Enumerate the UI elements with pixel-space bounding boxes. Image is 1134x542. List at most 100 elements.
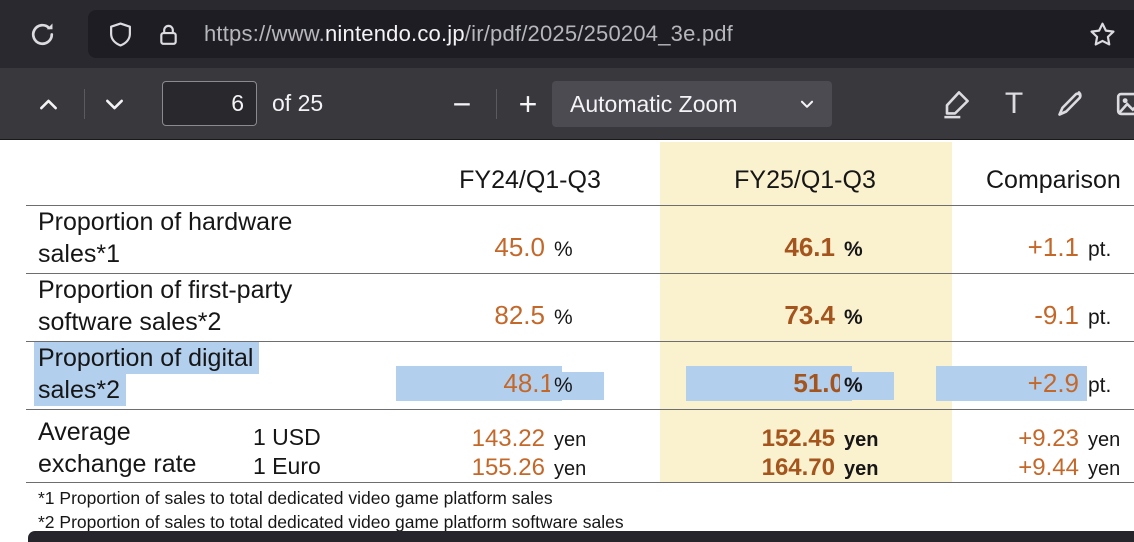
highlight-tool-button[interactable]	[934, 82, 978, 126]
col-header-fy25: FY25/Q1-Q3	[734, 165, 876, 194]
cell-euro-comparison: +9.44 yen	[940, 454, 1134, 481]
row-label-line-selected: sales*2	[34, 374, 126, 406]
url-protocol: https://www.	[204, 21, 325, 46]
cell-digital-fy25: 51.0%	[686, 366, 894, 401]
url-text[interactable]: https://www.nintendo.co.jp/ir/pdf/2025/2…	[204, 21, 733, 47]
cell-firstparty-fy24: 82.5%	[400, 300, 600, 332]
row-label-line-selected: Proportion of digital	[34, 342, 260, 374]
row-label-line: Proportion of hardware	[38, 208, 293, 236]
cell-value-selected: 48.1	[396, 366, 562, 401]
cell-unit: yen	[1088, 429, 1121, 451]
pdf-toolbar: of 25 − + Automatic Zoom T	[0, 68, 1134, 140]
chevron-down-icon	[798, 95, 816, 113]
currency-label-usd: 1 USD	[253, 423, 321, 450]
text-tool-button[interactable]: T	[994, 82, 1034, 126]
next-page-button[interactable]	[92, 82, 136, 126]
currency-label-euro: 1 Euro	[253, 452, 321, 479]
cell-unit-selected: %	[550, 372, 604, 400]
url-bar[interactable]: https://www.nintendo.co.jp/ir/pdf/2025/2…	[88, 10, 1134, 58]
cell-value: +9.23	[1018, 425, 1079, 452]
cell-value: -9.1	[1034, 300, 1079, 330]
pdf-page: FY24/Q1-Q3 FY25/Q1-Q3 Comparison Proport…	[0, 140, 1134, 542]
col-header-fy24: FY24/Q1-Q3	[459, 165, 601, 194]
cell-unit: pt.	[1088, 374, 1112, 397]
pen-icon	[1055, 89, 1085, 119]
cell-unit: yen	[1088, 458, 1121, 480]
table-divider	[26, 409, 1134, 410]
chevron-up-icon	[37, 93, 60, 116]
cell-unit: %	[554, 238, 573, 261]
shield-icon[interactable]	[108, 21, 133, 47]
table-divider	[26, 273, 1134, 274]
chevron-down-icon	[103, 93, 126, 116]
zoom-out-button[interactable]: −	[452, 85, 472, 122]
cell-hardware-comparison: +1.1 pt.	[940, 232, 1134, 264]
cell-value: 73.4	[784, 300, 835, 330]
cell-unit: pt.	[1088, 238, 1112, 261]
footnote-1: *1 Proportion of sales to total dedicate…	[38, 488, 553, 508]
cell-unit: %	[554, 306, 573, 329]
cell-unit: %	[844, 306, 863, 329]
row-label-hardware-sales: Proportion of hardware sales*1	[38, 206, 292, 270]
row-label-first-party-software: Proportion of first-party software sales…	[38, 274, 292, 338]
cell-firstparty-fy25: 73.4%	[690, 300, 890, 332]
cell-value: +1.1	[1027, 232, 1079, 262]
draw-tool-button[interactable]	[1048, 82, 1092, 126]
reload-icon	[29, 21, 56, 48]
cell-value: 164.70	[761, 454, 835, 481]
table-divider	[26, 341, 1134, 342]
page-count-label: of 25	[272, 90, 324, 116]
bottom-window-edge	[28, 531, 1134, 542]
cell-value: 152.45	[761, 425, 835, 452]
cell-unit: yen	[554, 458, 587, 480]
table-divider	[26, 205, 1134, 206]
cell-value: 46.1	[784, 232, 835, 262]
highlighter-icon	[941, 89, 971, 119]
cell-usd-fy25: 152.45 yen	[690, 425, 890, 452]
fy25-column-highlight	[660, 142, 952, 482]
page-number-input[interactable]	[162, 81, 257, 126]
cell-unit: pt.	[1088, 306, 1112, 329]
cell-value: 45.0	[494, 232, 545, 262]
url-path: /ir/pdf/2025/250204_3e.pdf	[464, 21, 733, 46]
zoom-select-label: Automatic Zoom	[570, 90, 738, 117]
table-divider	[26, 482, 1134, 483]
cell-unit-selected: %	[840, 372, 894, 400]
row-label-line: exchange rate	[38, 450, 197, 478]
cell-euro-fy25: 164.70 yen	[690, 454, 890, 481]
image-icon	[1115, 89, 1134, 119]
row-label-line: Proportion of first-party	[38, 276, 293, 304]
row-label-line: sales*1	[38, 240, 120, 268]
toolbar-separator	[496, 89, 497, 119]
cell-euro-fy24: 155.26 yen	[400, 454, 600, 481]
cell-value: 155.26	[471, 454, 545, 481]
text-tool-icon: T	[1004, 87, 1024, 120]
zoom-select[interactable]: Automatic Zoom	[552, 81, 832, 127]
row-label-digital-sales: Proportion of digital sales*2	[34, 342, 260, 406]
row-label-line: Average	[38, 418, 131, 446]
cell-unit: yen	[554, 429, 587, 451]
bookmark-star-icon[interactable]	[1089, 21, 1116, 48]
reload-button[interactable]	[22, 14, 62, 54]
browser-toolbar: https://www.nintendo.co.jp/ir/pdf/2025/2…	[0, 0, 1134, 68]
previous-page-button[interactable]	[26, 82, 70, 126]
cell-digital-comparison: +2.9 pt.	[936, 366, 1134, 401]
zoom-in-button[interactable]: +	[518, 85, 538, 122]
cell-value: +9.44	[1018, 454, 1079, 481]
toolbar-separator	[84, 89, 85, 119]
image-tool-button[interactable]	[1108, 82, 1134, 126]
lock-icon[interactable]	[157, 23, 180, 46]
cell-value-selected: +2.9	[936, 366, 1087, 401]
cell-usd-comparison: +9.23 yen	[940, 425, 1134, 452]
row-label-line: software sales*2	[38, 308, 222, 336]
cell-unit: yen	[844, 429, 879, 451]
cell-hardware-fy24: 45.0%	[400, 232, 600, 264]
cell-value: 143.22	[471, 425, 545, 452]
cell-hardware-fy25: 46.1%	[690, 232, 890, 264]
row-label-exchange-rate: Average exchange rate	[38, 416, 196, 480]
cell-unit: yen	[844, 458, 879, 480]
cell-digital-fy24: 48.1%	[396, 366, 604, 401]
cell-unit: %	[844, 238, 863, 261]
col-header-comparison: Comparison	[986, 165, 1121, 194]
cell-firstparty-comparison: -9.1 pt.	[940, 300, 1134, 332]
